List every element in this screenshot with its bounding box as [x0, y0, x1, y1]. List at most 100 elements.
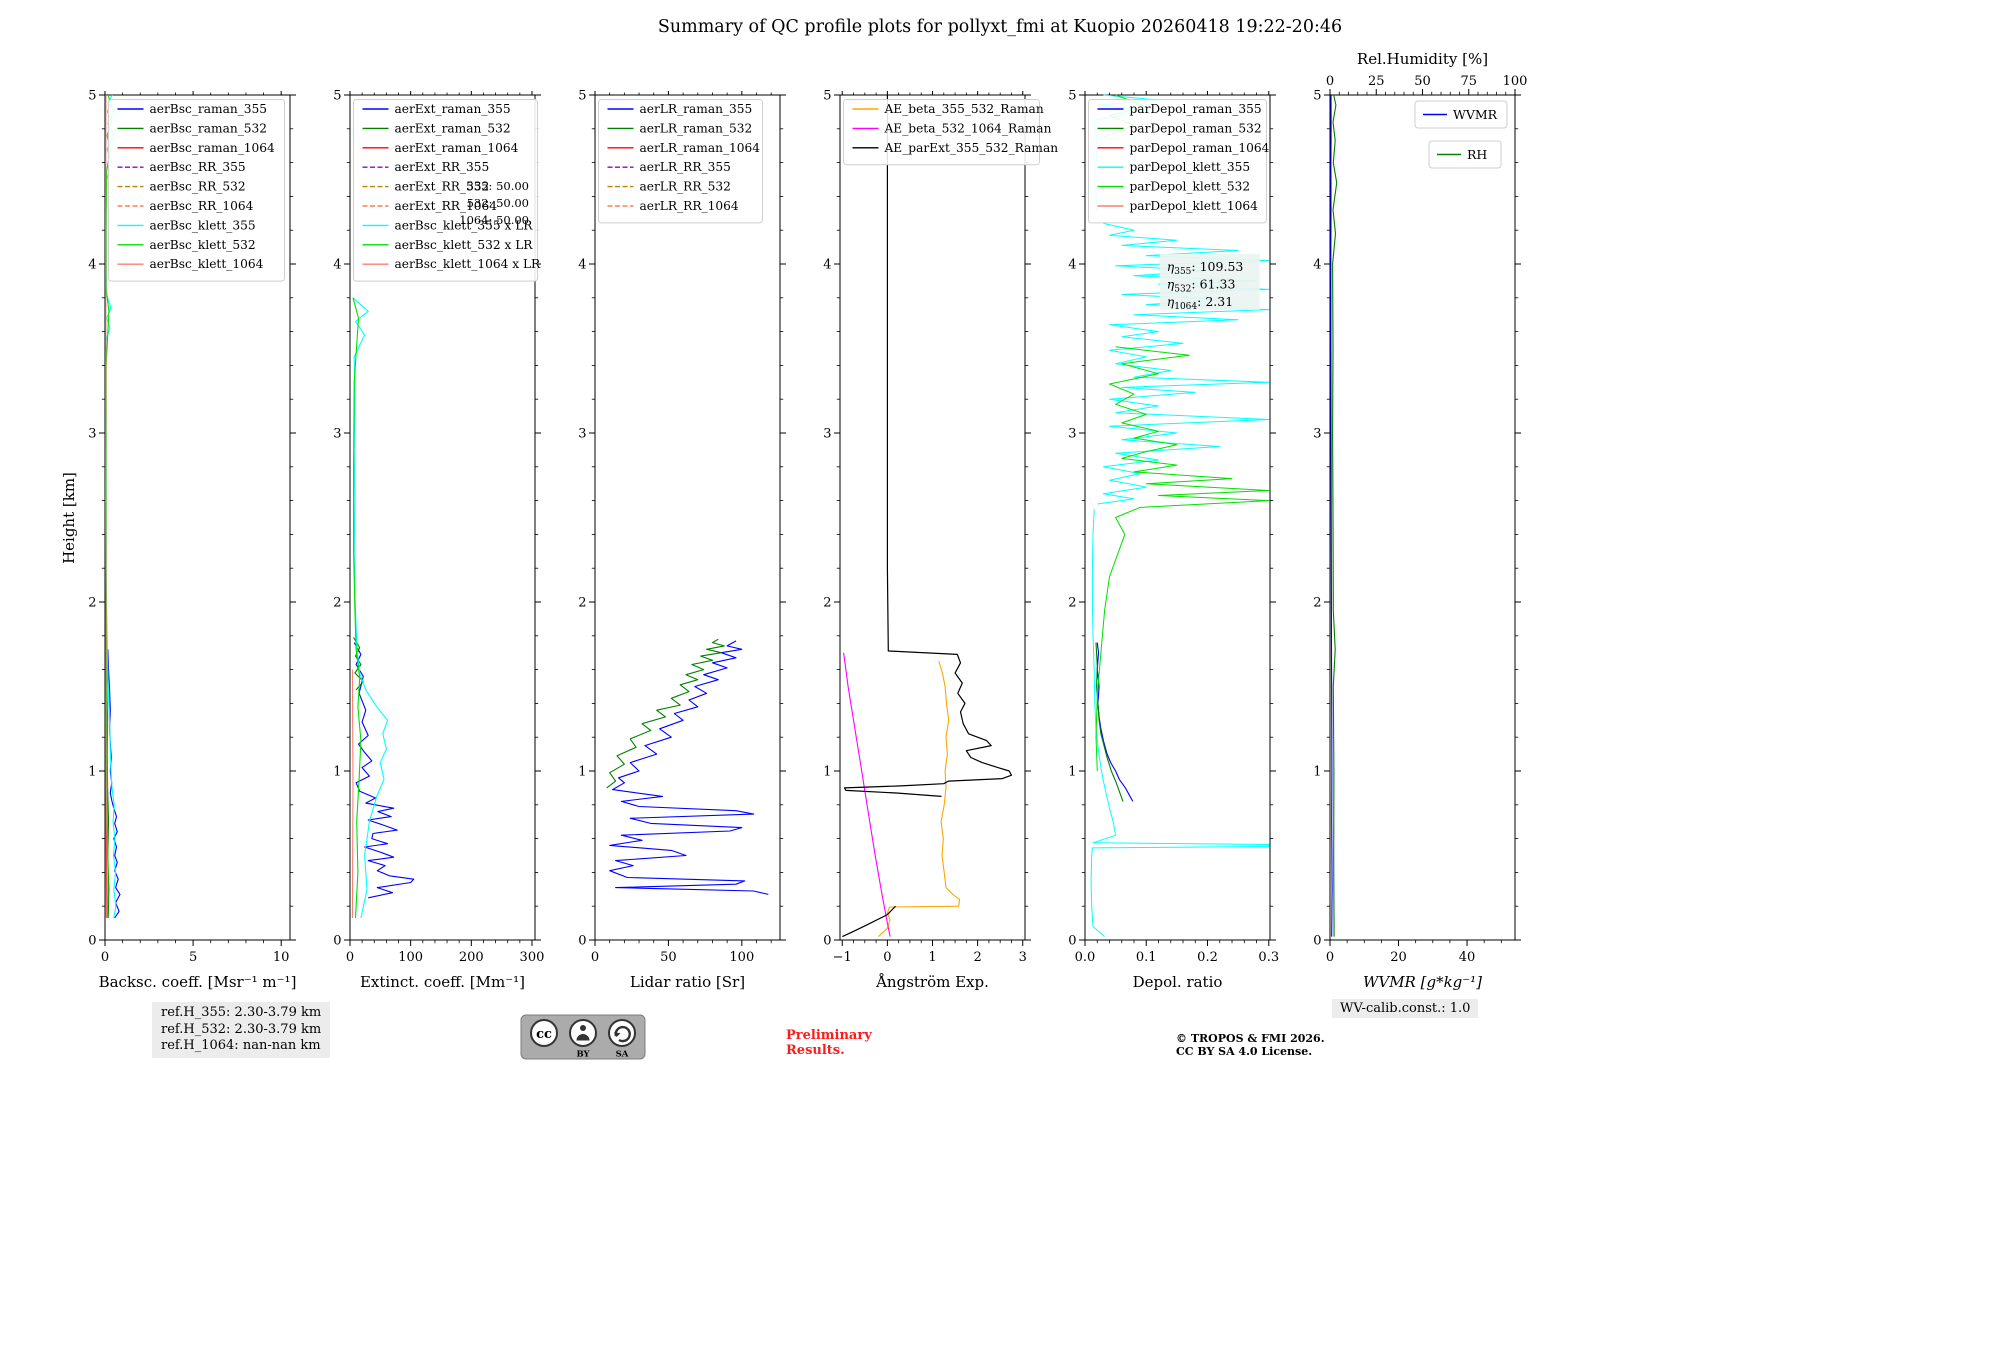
eta-annotation-line: η355: 109.53 [1167, 259, 1244, 277]
legend-label: aerBsc_raman_532 [150, 121, 268, 135]
x-axis-label: Lidar ratio [Sr] [630, 973, 745, 991]
aerBsc_klett_532_x_LR-line [352, 297, 362, 919]
aerBsc_klett_355_x_LR-line [352, 297, 389, 919]
legend-label: aerLR_raman_355 [640, 102, 753, 116]
y-tick-label: 4 [823, 258, 831, 273]
x-tick-label: 0 [1326, 950, 1334, 965]
y-tick-label: 3 [1068, 427, 1076, 442]
x-tick-label: 5 [189, 950, 197, 965]
y-tick-label: 0 [88, 934, 96, 949]
legend-label: aerExt_raman_1064 [395, 141, 519, 155]
x-tick-label: 300 [520, 950, 545, 965]
x-tick-label: 0 [346, 950, 354, 965]
y-tick-label: 5 [578, 89, 586, 104]
x-axis: 0 50 100 [591, 91, 772, 965]
y-tick-label: 0 [1068, 934, 1076, 949]
x-tick-label: 200 [459, 950, 484, 965]
sa-arrow-head [614, 1032, 621, 1037]
RH-line [1332, 94, 1338, 937]
x-axis-label: Ångström Exp. [875, 973, 989, 991]
y-tick-label: 2 [333, 596, 341, 611]
legend: parDepol_raman_355 parDepol_raman_532 parD… [1088, 99, 1270, 224]
x-tick-label: −1 [833, 950, 852, 965]
preliminary-line-2: Results. [786, 1043, 845, 1058]
panel-lidar-ratio: 0 50 100 0 1 2 3 4 5 aerLR_raman_355 aerLR_raman_5… [578, 89, 786, 991]
chart-graphic: : 61.33 [1191, 276, 1235, 291]
legend-label: WVMR [1453, 107, 1498, 122]
legend-label: AE_parExt_355_532_Raman [884, 141, 1059, 155]
legend-label: aerExt_RR_355 [395, 160, 490, 174]
y-axis: 0 1 2 3 4 5 [1068, 89, 1276, 949]
legend-label: aerLR_raman_532 [640, 121, 753, 135]
x-tick-label: 3 [1019, 950, 1027, 965]
y-tick-label: 3 [823, 427, 831, 442]
copyright-note: © TROPOS & FMI 2026. CC BY SA 4.0 Licens… [1176, 1032, 1325, 1058]
cc-badge-graphic: cc BY SA [520, 1014, 646, 1060]
aerBsc_klett_1064_x_LR-line [351, 669, 354, 919]
chart-graphic [353, 99, 538, 282]
y-tick-label: 5 [823, 89, 831, 104]
plot-frame [594, 94, 781, 941]
x-axis-label: Extinct. coeff. [Mm⁻¹] [360, 973, 525, 991]
watermark-line: 532: 50.00 [467, 196, 529, 210]
legend-label: aerLR_RR_355 [640, 160, 731, 174]
AE_beta_532_1064_Raman-line [843, 652, 891, 937]
aerBsc_klett_355_x_LR-series [352, 297, 389, 919]
panel-backscatter: 0 5 10 0 1 2 3 4 5 aerBsc_raman_355 aerBsc_raman_5… [88, 89, 296, 992]
eta-annotation-box [1159, 253, 1260, 310]
panel-depol: 0.0 0.1 0.2 0.3012345parDepol_raman_355parD… [1068, 89, 1279, 992]
y-axis: 0 1 2 3 4 5 [823, 89, 1031, 949]
preliminary-note: Preliminary Results. [786, 1028, 872, 1058]
y-tick-label: 5 [333, 89, 341, 104]
legend-label: parDepol_raman_532 [1130, 121, 1262, 135]
by-person-icon [569, 1019, 597, 1047]
RH-series [1332, 94, 1338, 937]
legend-label: aerBsc_raman_1064 [150, 141, 276, 155]
y-tick-label: 0 [578, 934, 586, 949]
plot-frame [104, 94, 291, 941]
panel-angstrom: −1 0 1 2 3012345AE_beta_355_532_RamanAE_beta… [823, 89, 1058, 992]
x-tick-label: 50 [660, 950, 677, 965]
y-tick-label: 2 [823, 596, 831, 611]
panel-extinction: 0 100 200 300012345aerExt_raman_355aerExt_r… [333, 89, 544, 992]
by-person-body [576, 1034, 590, 1041]
y-tick-label: 4 [578, 258, 586, 273]
by-person-head [580, 1025, 586, 1031]
x-tick-label: 1 [928, 950, 936, 965]
parDepol_raman_355-series [1096, 642, 1134, 802]
aerBsc_raman_355-series [107, 649, 121, 919]
watermark-line: 355: 50.00 [467, 179, 529, 193]
y-tick-label: 1 [823, 765, 831, 780]
x-tick-label: 0.3 [1258, 950, 1279, 965]
chart-graphic [108, 99, 285, 282]
y-tick-label: 2 [1068, 596, 1076, 611]
y-tick-label: 4 [1068, 258, 1076, 273]
y-tick-label: 1 [88, 765, 96, 780]
aerBsc_klett_1064_x_LR-series [351, 669, 354, 919]
parDepol_klett_532-line [1095, 346, 1270, 772]
x-tick-label: 0 [883, 950, 891, 965]
x-tick-label: 0 [101, 950, 109, 965]
legend-label: parDepol_klett_1064 [1130, 199, 1259, 213]
legend-label: AE_beta_355_532_Raman [884, 102, 1044, 116]
x-tick-label: 0.1 [1136, 950, 1157, 965]
legend-RH: RH [1428, 140, 1502, 169]
WVMR-line [1330, 94, 1333, 937]
parDepol_raman_355-line [1096, 642, 1134, 802]
cc-by-sa-badge: cc BY SA [520, 1014, 646, 1064]
x-tick-label: 0.2 [1197, 950, 1218, 965]
copyright-line-1: © TROPOS & FMI 2026. [1176, 1032, 1325, 1045]
x-tick-label: 100 [729, 950, 754, 965]
y-tick-label: 2 [578, 596, 586, 611]
top-axis: 0 25 50 75 100 Rel.Humidity [%] [1326, 50, 1527, 95]
y-tick-label: 1 [1068, 765, 1076, 780]
preliminary-line-1: Preliminary [786, 1028, 872, 1043]
x-tick-label: 10 [273, 950, 290, 965]
legend-label: parDepol_klett_355 [1130, 160, 1251, 174]
AE_parExt_355_532_Raman-series [842, 95, 1013, 938]
y-tick-label: 5 [1068, 89, 1076, 104]
plot-frame [1329, 94, 1516, 941]
